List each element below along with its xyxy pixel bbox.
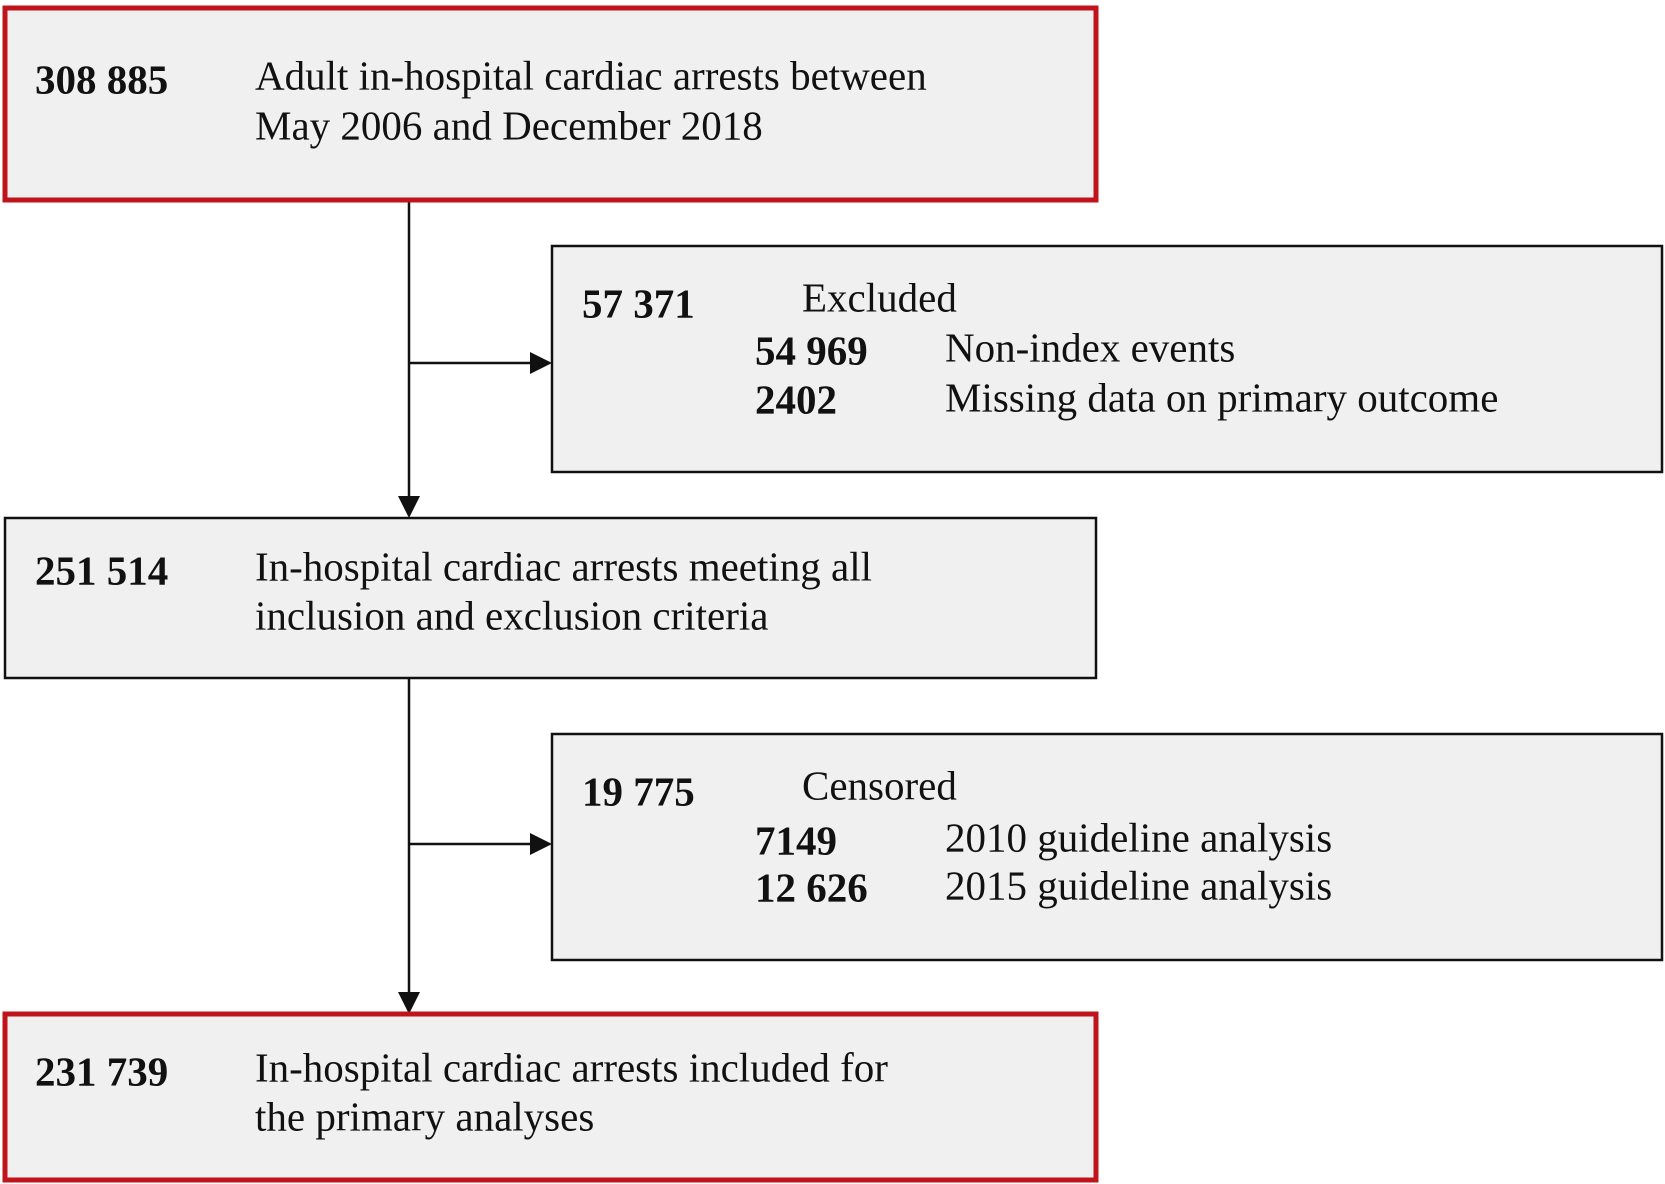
count: 231 739 [35,1048,168,1094]
count: 251 514 [35,547,168,593]
label: Non-index events [945,324,1235,370]
box [550,732,1664,962]
box [550,244,1664,474]
label: 2015 guideline analysis [945,862,1332,908]
arrowhead [530,352,552,374]
count: 7149 [755,817,837,863]
count: 12 626 [755,864,868,910]
box [3,516,1098,680]
arrowhead [530,833,552,855]
box [2,5,1099,203]
label: inclusion and exclusion criteria [255,592,768,638]
label: Censored [802,762,957,808]
label: 2010 guideline analysis [945,814,1332,860]
count: 2402 [755,376,837,422]
count: 54 969 [755,327,868,373]
label: the primary analyses [255,1093,594,1139]
label: In-hospital cardiac arrests meeting all [255,543,872,589]
arrowhead [398,496,420,518]
label: Excluded [802,274,957,320]
label: In-hospital cardiac arrests included for [255,1044,888,1090]
label: Adult in-hospital cardiac arrests betwee… [255,52,927,98]
label: May 2006 and December 2018 [255,102,763,148]
arrowhead [398,992,420,1014]
count: 308 885 [35,56,168,102]
count: 19 775 [582,768,695,814]
label: Missing data on primary outcome [945,374,1498,420]
count: 57 371 [582,280,695,326]
box [2,1011,1099,1183]
